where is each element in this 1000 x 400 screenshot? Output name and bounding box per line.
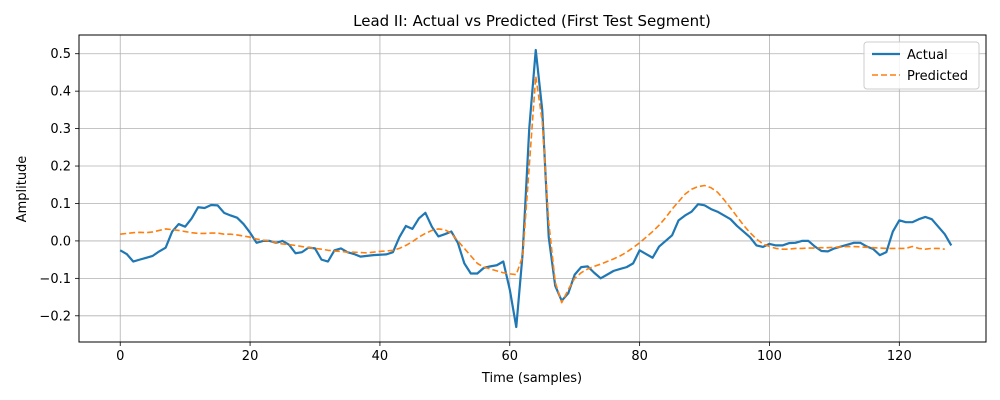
y-axis-label: Amplitude: [15, 156, 30, 223]
series-line-predicted: [120, 75, 945, 304]
y-tick-label: 0.1: [50, 197, 71, 212]
plot-frame: [78, 34, 987, 343]
y-tick-label: −0.2: [39, 309, 71, 324]
legend-label-predicted: Predicted: [907, 69, 968, 84]
x-axis-label: Time (samples): [481, 371, 582, 386]
x-tick-label: 60: [502, 349, 519, 364]
x-tick-label: 100: [757, 349, 782, 364]
x-tick-label: 0: [116, 349, 124, 364]
legend-label-actual: Actual: [907, 48, 948, 63]
ticks: 0 20 40 60 80 100 120 −0.2 −0.1 0.0 0.1 0.2 0.3 0.4 0.…: [39, 47, 911, 364]
y-tick-label: 0.4: [50, 85, 71, 100]
series-line-actual: [119, 48, 953, 329]
chart-title: Lead II: Actual vs Predicted (First Test…: [353, 12, 711, 30]
x-tick-label: 80: [631, 349, 648, 364]
series-group: [119, 48, 953, 329]
y-tick-label: 0.0: [50, 234, 71, 249]
y-tick-label: 0.3: [50, 122, 71, 137]
x-tick-label: 40: [372, 349, 389, 364]
x-tick-label: 120: [887, 349, 912, 364]
x-tick-label: 20: [242, 349, 259, 364]
legend: Actual Predicted: [863, 41, 980, 90]
y-tick-label: 0.2: [50, 160, 71, 175]
y-tick-label: −0.1: [39, 272, 71, 287]
y-tick-label: 0.5: [50, 47, 71, 62]
